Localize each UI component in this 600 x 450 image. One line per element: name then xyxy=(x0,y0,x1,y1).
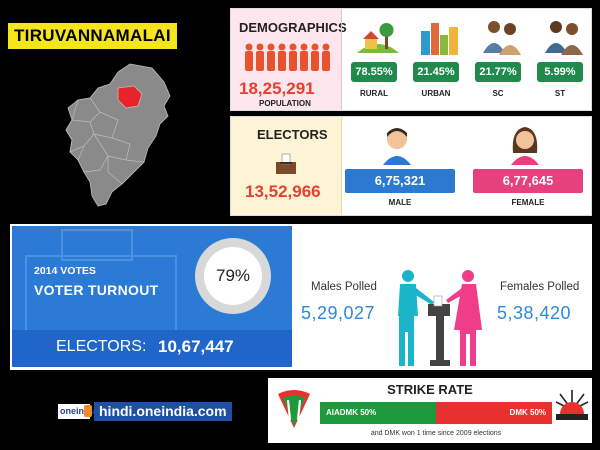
strike-rate-bar: AIADMK 50% DMK 50% xyxy=(320,402,552,424)
dmk-segment: DMK 50% xyxy=(436,402,552,424)
strike-rate-title: STRIKE RATE xyxy=(387,382,473,397)
males-polled-label: Males Polled xyxy=(311,281,377,293)
population-value: 18,25,291 xyxy=(239,79,315,98)
male-electors-value: 6,75,321 xyxy=(345,169,455,193)
demographics-summary: DEMOGRAPHICS 18,25,291 POPULATION xyxy=(231,9,347,110)
female-label: FEMALE xyxy=(511,198,545,207)
female-electors-value: 6,77,645 xyxy=(473,169,583,193)
st-label: ST xyxy=(554,89,566,98)
electors-panel: ELECTORS 13,52,966 6,75,321 MALE 6,77,64… xyxy=(230,116,592,216)
male-avatar-icon xyxy=(383,128,411,165)
population-label: POPULATION xyxy=(259,99,311,108)
turnout-panel: 2014 VOTES VOTER TURNOUT 79% ELECTORS: 1… xyxy=(10,224,592,370)
turnout-card: 2014 VOTES VOTER TURNOUT 79% ELECTORS: 1… xyxy=(12,226,292,367)
strike-rate-note: and DMK won 1 time since 2009 elections xyxy=(370,430,502,437)
turnout-percent: 79% xyxy=(204,247,262,305)
sc-percent: 21.77% xyxy=(475,62,521,82)
turnout-gauge: 79% xyxy=(195,238,271,314)
oneindia-logo: oneindia xyxy=(58,404,97,419)
ballot-box-watermark-icon xyxy=(25,229,177,330)
aiadmk-symbol-icon xyxy=(278,390,310,428)
urban-stat: 21.45% URBAN xyxy=(409,17,469,107)
sc-stat: 21.77% SC xyxy=(471,17,531,107)
urban-label: URBAN xyxy=(421,89,451,98)
district-highlight xyxy=(117,85,143,109)
tamil-nadu-map xyxy=(65,63,171,207)
females-polled-value: 5,38,420 xyxy=(497,303,572,323)
urban-percent: 21.45% xyxy=(413,62,459,82)
sc-group-icon xyxy=(483,21,521,55)
logo-badge-icon xyxy=(84,405,92,417)
dmk-rising-sun-icon xyxy=(556,390,588,420)
turnout-electors-value: 10,67,447 xyxy=(158,337,234,356)
rural-percent: 78.55% xyxy=(351,62,397,82)
electors-total: 13,52,966 xyxy=(245,182,321,201)
city-icon xyxy=(421,23,458,55)
turnout-label: VOTER TURNOUT xyxy=(34,282,159,298)
st-percent: 5.99% xyxy=(537,62,583,82)
turnout-electors-strip: ELECTORS: 10,67,447 xyxy=(12,330,292,367)
electors-summary: ELECTORS 13,52,966 xyxy=(231,117,341,215)
males-polled-value: 5,29,027 xyxy=(301,303,376,323)
demographics-panel: DEMOGRAPHICS 18,25,291 POPULATION xyxy=(230,8,592,111)
rural-label: RURAL xyxy=(360,89,388,98)
voting-figures-icon xyxy=(398,270,482,366)
people-icon xyxy=(245,43,330,71)
site-url: hindi.oneindia.com xyxy=(94,402,232,421)
turnout-year-label: 2014 VOTES xyxy=(34,265,96,277)
aiadmk-segment: AIADMK 50% xyxy=(320,402,436,424)
st-stat: 5.99% ST xyxy=(533,17,593,107)
village-icon xyxy=(357,23,399,53)
divider xyxy=(341,9,342,110)
district-title: TIRUVANNAMALAI xyxy=(8,23,177,49)
ballot-box-icon xyxy=(276,153,296,174)
demographics-title: DEMOGRAPHICS xyxy=(239,20,347,35)
divider xyxy=(341,117,342,215)
male-label: MALE xyxy=(388,198,412,207)
sc-label: SC xyxy=(492,89,504,98)
st-group-icon xyxy=(545,21,583,55)
strike-rate-panel: STRIKE RATE AIADMK 50% DMK 50% and DMK w… xyxy=(268,378,592,443)
females-polled-label: Females Polled xyxy=(500,281,580,293)
female-avatar-icon xyxy=(511,127,539,165)
turnout-electors-label: ELECTORS: xyxy=(56,338,147,355)
electors-title: ELECTORS xyxy=(257,127,328,142)
rural-stat: 78.55% RURAL xyxy=(347,17,407,107)
